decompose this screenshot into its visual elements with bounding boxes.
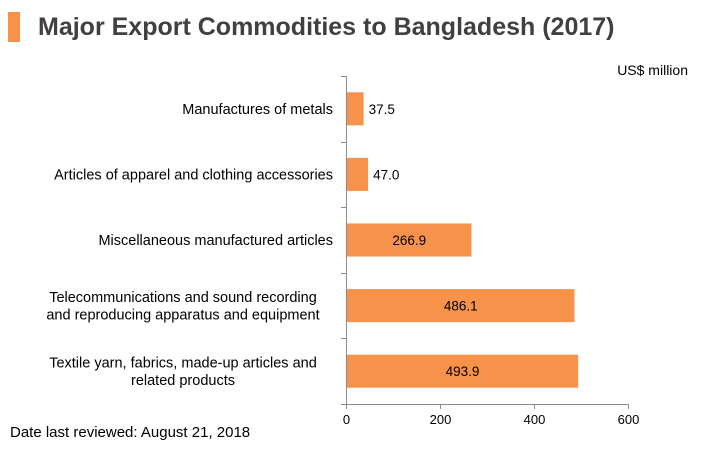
bar bbox=[347, 223, 472, 257]
category-label-line: Textile yarn, fabrics, made-up articles … bbox=[49, 355, 317, 371]
data-label: 486.1 bbox=[444, 299, 478, 314]
data-label: 47.0 bbox=[373, 167, 399, 182]
category-label: Telecommunications and sound recording an… bbox=[46, 290, 319, 324]
data-label: 493.9 bbox=[446, 364, 480, 379]
x-tick-label: 400 bbox=[524, 412, 546, 427]
x-tick-label: 600 bbox=[618, 412, 640, 427]
category-label: Textile yarn, fabrics, made-up articles … bbox=[49, 355, 317, 389]
category-label: Articles of apparel and clothing accesso… bbox=[54, 167, 333, 183]
category-label-line: Articles of apparel and clothing accesso… bbox=[54, 167, 333, 183]
x-tick-label: 200 bbox=[430, 412, 452, 427]
category-label: Manufactures of metals bbox=[182, 102, 333, 118]
bar bbox=[347, 354, 579, 388]
category-label: Miscellaneous manufactured articles bbox=[98, 233, 333, 249]
chart-title: Major Export Commodities to Bangladesh (… bbox=[38, 13, 615, 41]
bar bbox=[347, 92, 364, 126]
x-tick-label: 0 bbox=[343, 412, 350, 427]
bar bbox=[347, 157, 369, 191]
date-reviewed-note: Date last reviewed: August 21, 2018 bbox=[10, 424, 251, 441]
title-accent-bar bbox=[8, 12, 20, 42]
category-label-line: Miscellaneous manufactured articles bbox=[98, 233, 333, 249]
category-label-line: Telecommunications and sound recording bbox=[49, 290, 317, 306]
data-label: 37.5 bbox=[369, 102, 395, 117]
data-label: 266.9 bbox=[392, 233, 426, 248]
category-label-line: and reproducing apparatus and equipment bbox=[46, 307, 319, 323]
category-label-line: related products bbox=[131, 373, 235, 389]
bar bbox=[347, 289, 575, 323]
category-label-line: Manufactures of metals bbox=[182, 102, 333, 118]
unit-label: US$ million bbox=[617, 62, 688, 78]
